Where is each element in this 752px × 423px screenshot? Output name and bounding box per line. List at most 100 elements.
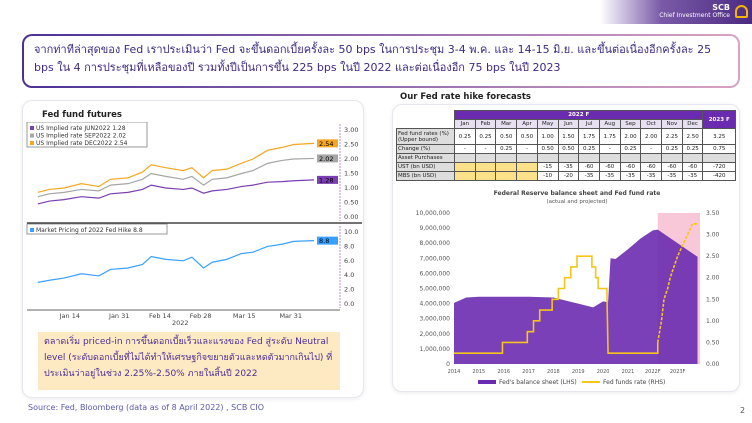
- last-value-label: 1.28: [319, 176, 333, 184]
- table-cell: -: [516, 144, 538, 154]
- table-cell: [474, 153, 497, 163]
- table-cell: 0.25: [454, 128, 476, 145]
- x-year-label: 2022: [172, 319, 189, 327]
- y-left-tick: 3,000,000: [419, 316, 450, 323]
- table-cell: [578, 153, 600, 163]
- x-tick: 2020: [597, 369, 610, 375]
- table-cell: 1.75: [578, 128, 600, 145]
- y-left-tick: 8,000,000: [419, 240, 450, 247]
- table-cell: -60: [640, 162, 663, 172]
- headline-text: จากท่าทีล่าสุดของ Fed เราประเมินว่า Fed …: [24, 36, 738, 86]
- table-cell: 0.50: [536, 144, 559, 154]
- month-header: Nov: [661, 119, 683, 129]
- row-label: MBS (bn USD): [396, 171, 455, 181]
- table-row: Fed fund rates (%) (Upper bound) 0.25 0.25…: [396, 128, 736, 145]
- month-header: Feb: [474, 119, 497, 129]
- table-cell: [474, 162, 497, 172]
- page-number: 2: [740, 406, 746, 415]
- chart-subtitle: (actual and projected): [546, 199, 607, 205]
- table-cell: [598, 153, 621, 163]
- scb-logo-icon: [735, 5, 748, 18]
- table-cell: 0.75: [702, 144, 736, 154]
- y-right-tick: 3.50: [706, 210, 720, 217]
- table-cell: 2.00: [640, 128, 663, 145]
- y-tick-label: 3.00: [344, 126, 358, 134]
- x-tick: 2015: [472, 369, 485, 375]
- x-tick: 2016: [497, 369, 510, 375]
- y-right-tick: 3.00: [706, 232, 720, 239]
- y-left-tick: 2,000,000: [419, 331, 450, 338]
- last-value-tag: [317, 154, 338, 163]
- series-line: [37, 179, 315, 205]
- last-value-label: 2.02: [319, 155, 333, 163]
- x-tick: 2023F: [670, 369, 686, 375]
- x-tick-label: Jan 14: [59, 312, 80, 320]
- balance-sheet-chart: Federal Reserve balance sheet and Fed fu…: [416, 190, 720, 386]
- table-cell: -60: [598, 162, 621, 172]
- table-cell: 0.25: [681, 144, 704, 154]
- month-header: Jun: [557, 119, 580, 129]
- y-tick-label: 1.00: [344, 184, 358, 192]
- legend-swatch: [30, 141, 34, 145]
- table-cell: 2.00: [619, 128, 642, 145]
- last-value-label: 8.8: [319, 237, 329, 245]
- table-cell: 0.25: [474, 128, 497, 145]
- last-value-tag: [317, 139, 338, 148]
- y-right-tick: 0.50: [706, 339, 720, 346]
- month-header: Apr: [516, 119, 538, 129]
- table-cell: 1.50: [557, 128, 580, 145]
- y-left-tick: 0: [446, 361, 450, 368]
- row-label: UST (bn USD): [396, 162, 455, 172]
- table-cell: -60: [619, 162, 642, 172]
- legend-label: Fed funds rate (RHS): [603, 379, 665, 386]
- balance-sheet-area: [454, 229, 698, 364]
- table-cell: [495, 153, 518, 163]
- brand-header: SCB Chief Investment Office: [600, 0, 752, 24]
- table-cell: [619, 153, 642, 163]
- table-cell: [702, 153, 736, 163]
- forecast-title: Our Fed rate hike forecasts: [400, 92, 531, 102]
- table-cell: 0.25: [661, 144, 683, 154]
- month-header: Sep: [619, 119, 642, 129]
- table-cell: -60: [578, 162, 600, 172]
- table-cell: [454, 162, 476, 172]
- fed-fund-futures-chart: 0.00 0.50 1.00 1.50 2.00 2.50 3.00 1.28 US Impli…: [26, 122, 362, 327]
- legend-swatch: [30, 133, 34, 138]
- table-cell: 3.25: [702, 128, 736, 145]
- row-label: Fed fund rates (%) (Upper bound): [396, 128, 455, 145]
- table-row: Change (%) - -0.25-0.50 0.50 0.25-0.25-0.25 0…: [396, 144, 736, 154]
- x-tick-label: Mar 31: [279, 312, 302, 320]
- legend-swatch: [478, 380, 496, 384]
- month-header: Oct: [640, 119, 663, 129]
- brand-name: SCB: [712, 3, 730, 12]
- table-cell: 1.75: [598, 128, 621, 145]
- y-right-tick: 1.00: [706, 318, 720, 325]
- y-tick-label: 2.0: [344, 286, 354, 294]
- y-tick-label: 8.0: [344, 242, 354, 250]
- y-tick-label: 1.50: [344, 170, 358, 178]
- table-cell: [681, 153, 704, 163]
- y-left-tick: 10,000,000: [416, 210, 451, 217]
- fed-funds-line: [656, 222, 698, 343]
- x-tick: 2018: [547, 369, 560, 375]
- table-cell: -60: [661, 162, 683, 172]
- table-cell: -: [598, 144, 621, 154]
- source-note: Source: Fed, Bloomberg (data as of 8 Apr…: [28, 403, 265, 412]
- y-tick-label: 10.0: [344, 228, 358, 236]
- y-tick-label: 0.0: [344, 300, 354, 308]
- table-cell: 0.25: [578, 144, 600, 154]
- table-cell: 0.50: [557, 144, 580, 154]
- table-cell: -: [474, 144, 497, 154]
- y-left-tick: 4,000,000: [419, 301, 450, 308]
- y-right-tick: 2.00: [706, 275, 720, 282]
- y-tick-label: 4.0: [344, 271, 354, 279]
- table-row: UST (bn USD) -15 -35 -60 -60 -60 -60 -60 -60 -720: [396, 162, 736, 172]
- table-cell: 0.50: [495, 128, 518, 145]
- x-tick-label: Feb 28: [190, 312, 212, 320]
- chart-title: Federal Reserve balance sheet and Fed fu…: [494, 190, 661, 197]
- x-tick: 2014: [448, 369, 461, 375]
- rate-forecast-table: 2022 F 2023 F Jan Feb Mar Apr May Jun Jul Aug Sep…: [396, 110, 736, 181]
- y-tick-label: 6.0: [344, 257, 354, 265]
- last-value-tag: [317, 175, 338, 184]
- x-tick-label: Mar 15: [233, 312, 256, 320]
